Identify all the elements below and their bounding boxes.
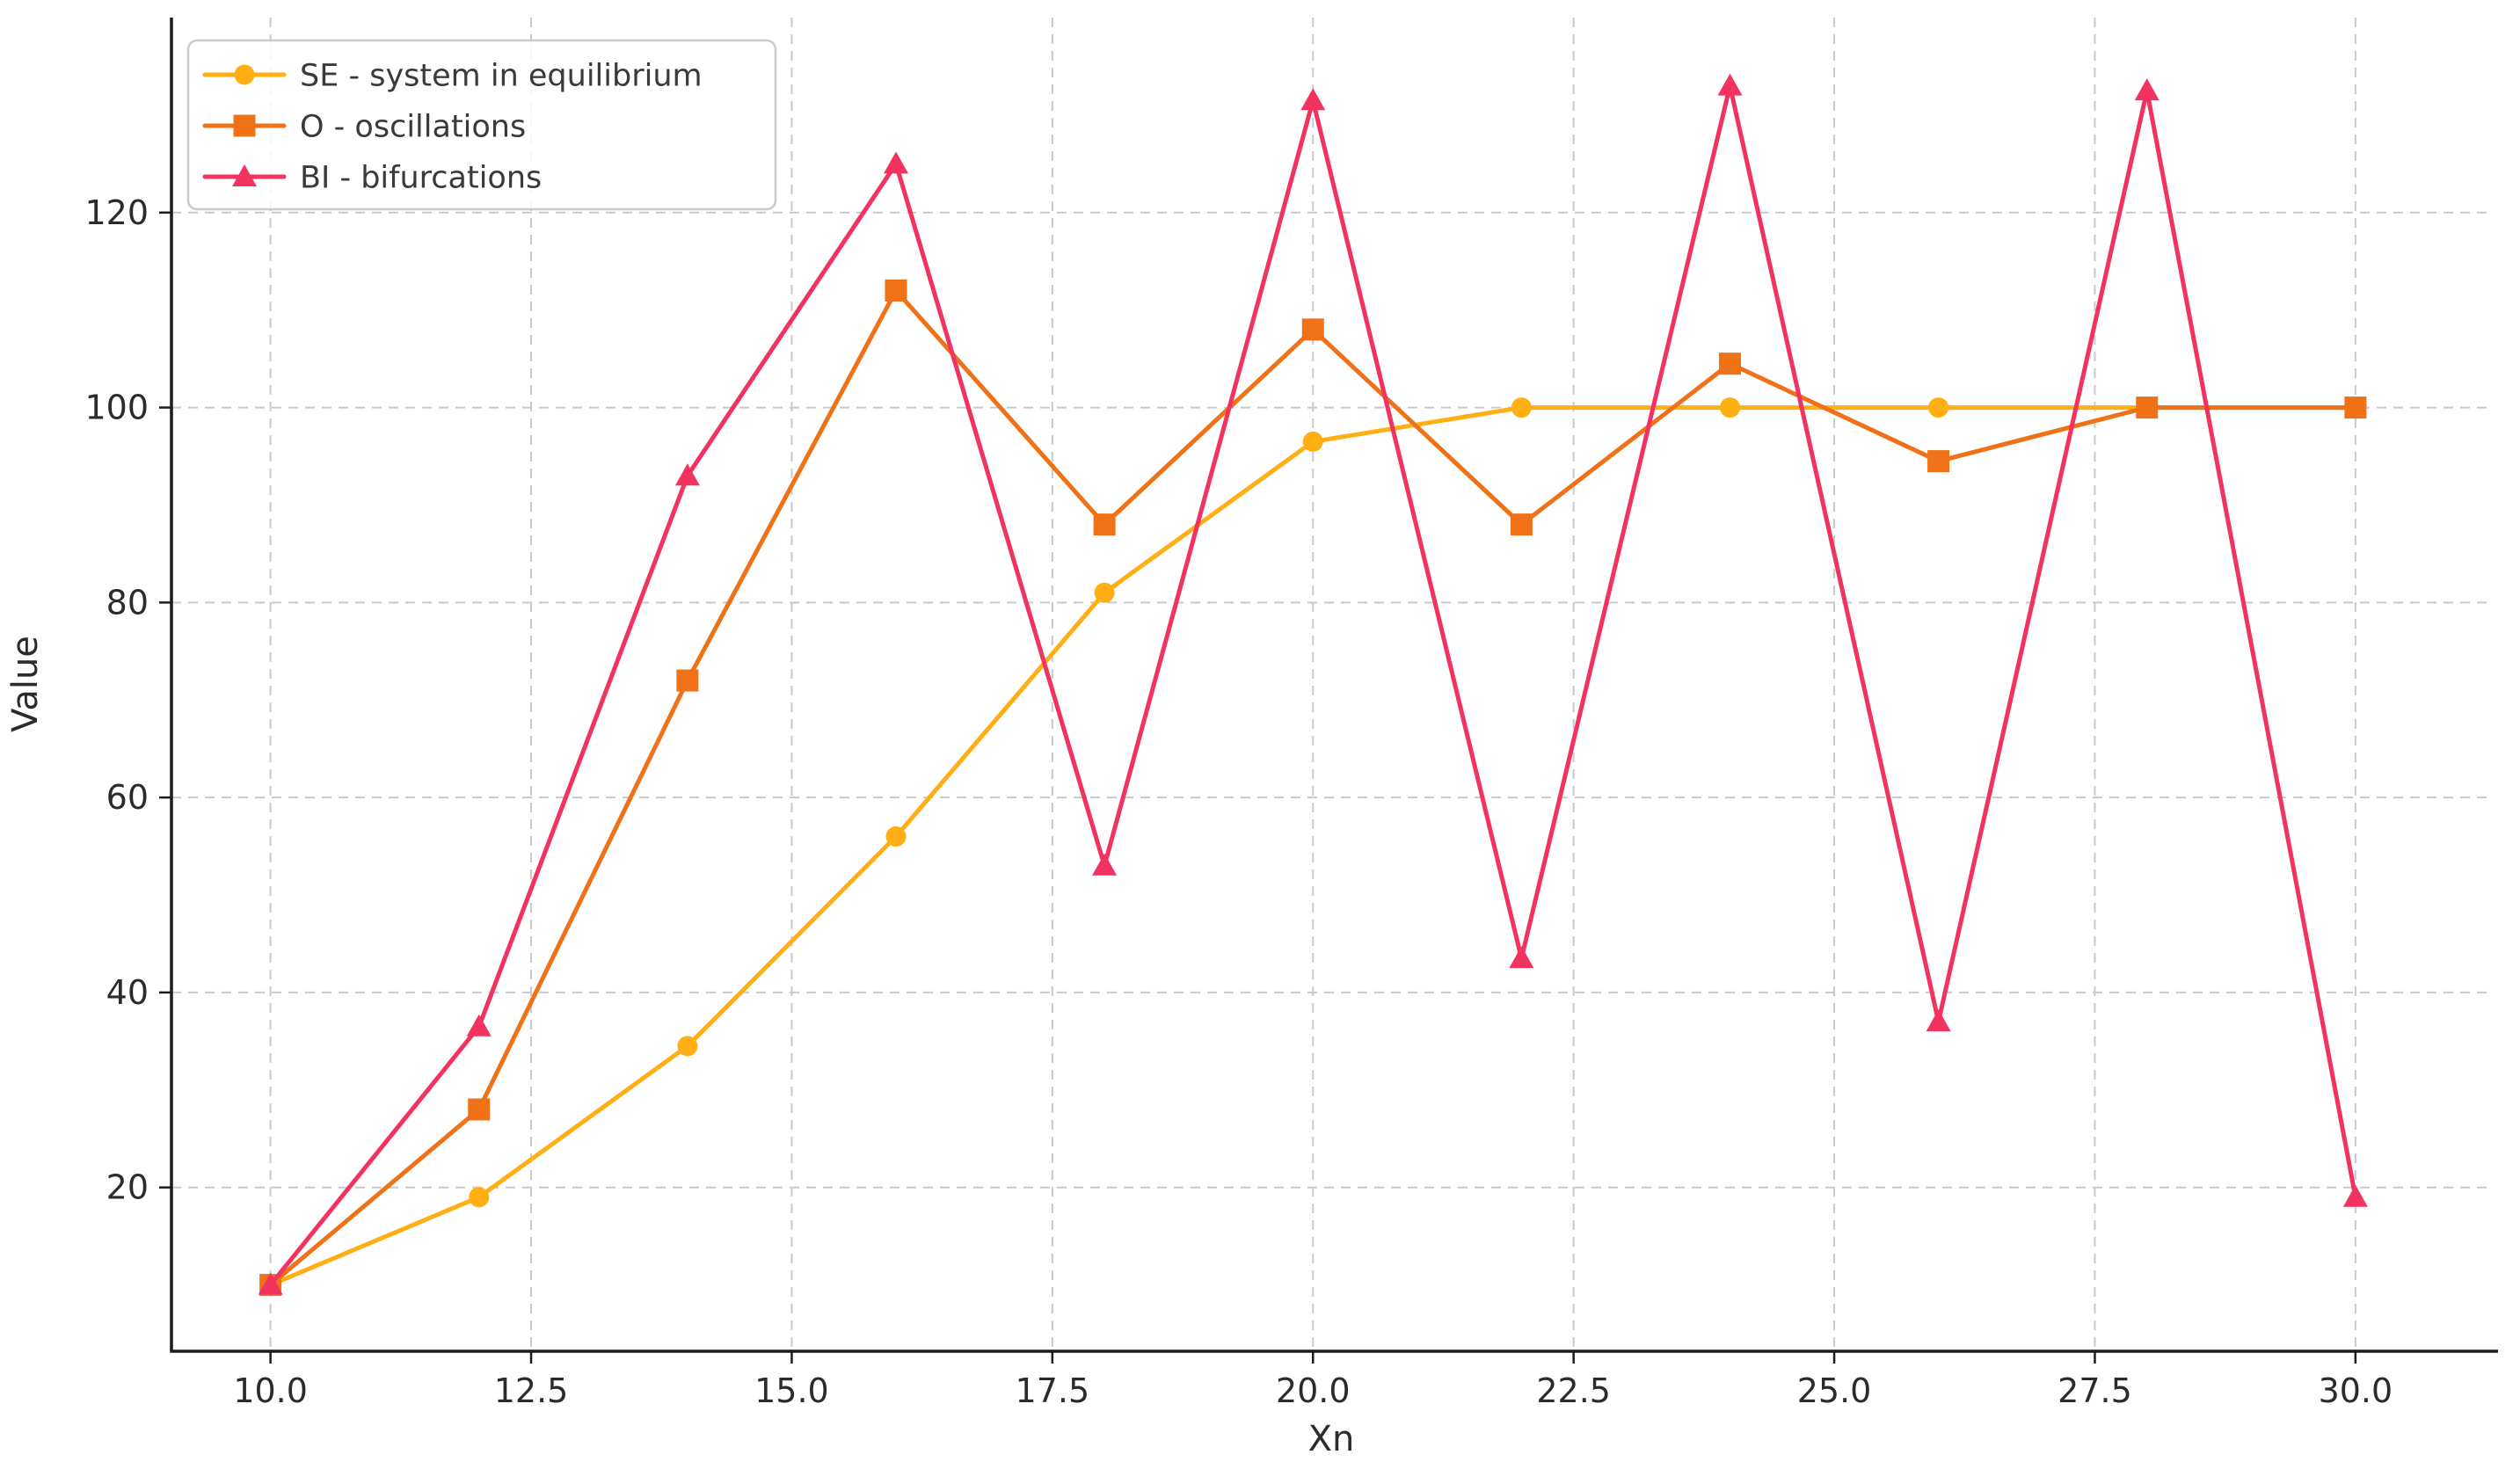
series-O: [259, 279, 2367, 1297]
series-marker-O: [468, 1098, 491, 1121]
legend-box: SE - system in equilibrium O - oscillatio…: [186, 39, 777, 211]
legend-sample-marker: [233, 114, 256, 137]
x-tick-label: 17.5: [1016, 1371, 1090, 1410]
series-marker-O: [1927, 450, 1950, 473]
series-marker-O: [1718, 353, 1741, 375]
series-marker-SE: [885, 826, 907, 847]
legend-sample-marker: [234, 64, 255, 85]
series-marker-BI: [1509, 946, 1534, 969]
series-marker-BI: [1717, 73, 1743, 96]
x-tick-label: 10.0: [233, 1371, 308, 1410]
x-tick-label: 27.5: [2058, 1371, 2132, 1410]
x-tick-label: 30.0: [2319, 1371, 2393, 1410]
series-marker-BI: [258, 1272, 283, 1295]
series-marker-BI: [884, 151, 909, 174]
series-marker-O: [2344, 396, 2367, 419]
series-marker-BI: [466, 1014, 492, 1036]
data-series: [258, 73, 2368, 1297]
series-marker-SE: [1511, 397, 1532, 418]
y-tick-label: 120: [84, 193, 149, 232]
series-BI: [258, 73, 2368, 1295]
series-marker-O: [885, 279, 907, 302]
series-marker-BI: [674, 463, 700, 486]
y-tick-label: 20: [106, 1168, 149, 1207]
series-marker-SE: [1094, 582, 1115, 603]
x-tick-label: 25.0: [1797, 1371, 1872, 1410]
y-tick-label: 100: [84, 389, 149, 427]
series-marker-O: [2136, 396, 2159, 419]
x-tick-label: 20.0: [1276, 1371, 1351, 1410]
legend-label: SE - system in equilibrium: [300, 59, 703, 94]
y-tick-label: 60: [106, 778, 149, 817]
legend-item-SE: SE - system in equilibrium: [202, 59, 703, 94]
series-marker-SE: [469, 1187, 490, 1208]
series-marker-O: [1301, 318, 1324, 341]
series-marker-O: [1510, 513, 1533, 536]
axis-ticks: 10.0 12.5 15.0 17.5 20.0 22.5 25.0 27.5 30.0 20 40…: [84, 193, 2393, 1410]
x-tick-label: 15.0: [754, 1371, 829, 1410]
series-marker-SE: [1928, 397, 1949, 418]
series-marker-BI: [1300, 88, 1326, 111]
axes-spines: [170, 18, 2498, 1353]
series-marker-BI: [2342, 1184, 2368, 1207]
series-marker-SE: [677, 1036, 698, 1057]
y-tick-label: 40: [106, 973, 149, 1012]
y-axis-label: Value: [5, 636, 46, 732]
series-marker-SE: [1719, 397, 1740, 418]
legend-item-O: O - oscillations: [202, 110, 526, 145]
y-tick-label: 80: [106, 583, 149, 622]
series-marker-SE: [1302, 431, 1323, 452]
series-marker-BI: [2134, 78, 2159, 101]
legend-item-BI: BI - bifurcations: [202, 161, 542, 196]
series-marker-O: [1093, 513, 1116, 536]
legend-label: O - oscillations: [300, 110, 526, 145]
x-tick-label: 12.5: [494, 1371, 569, 1410]
legend-sample-marker: [232, 164, 257, 186]
x-axis-label: Xn: [1308, 1419, 1355, 1459]
grid-lines: [171, 18, 2491, 1351]
series-marker-BI: [1926, 1009, 1951, 1032]
legend-frame: [186, 39, 777, 211]
x-tick-label: 22.5: [1536, 1371, 1611, 1410]
series-marker-O: [676, 669, 699, 692]
series-marker-BI: [1092, 853, 1118, 876]
legend-label: BI - bifurcations: [300, 161, 542, 196]
